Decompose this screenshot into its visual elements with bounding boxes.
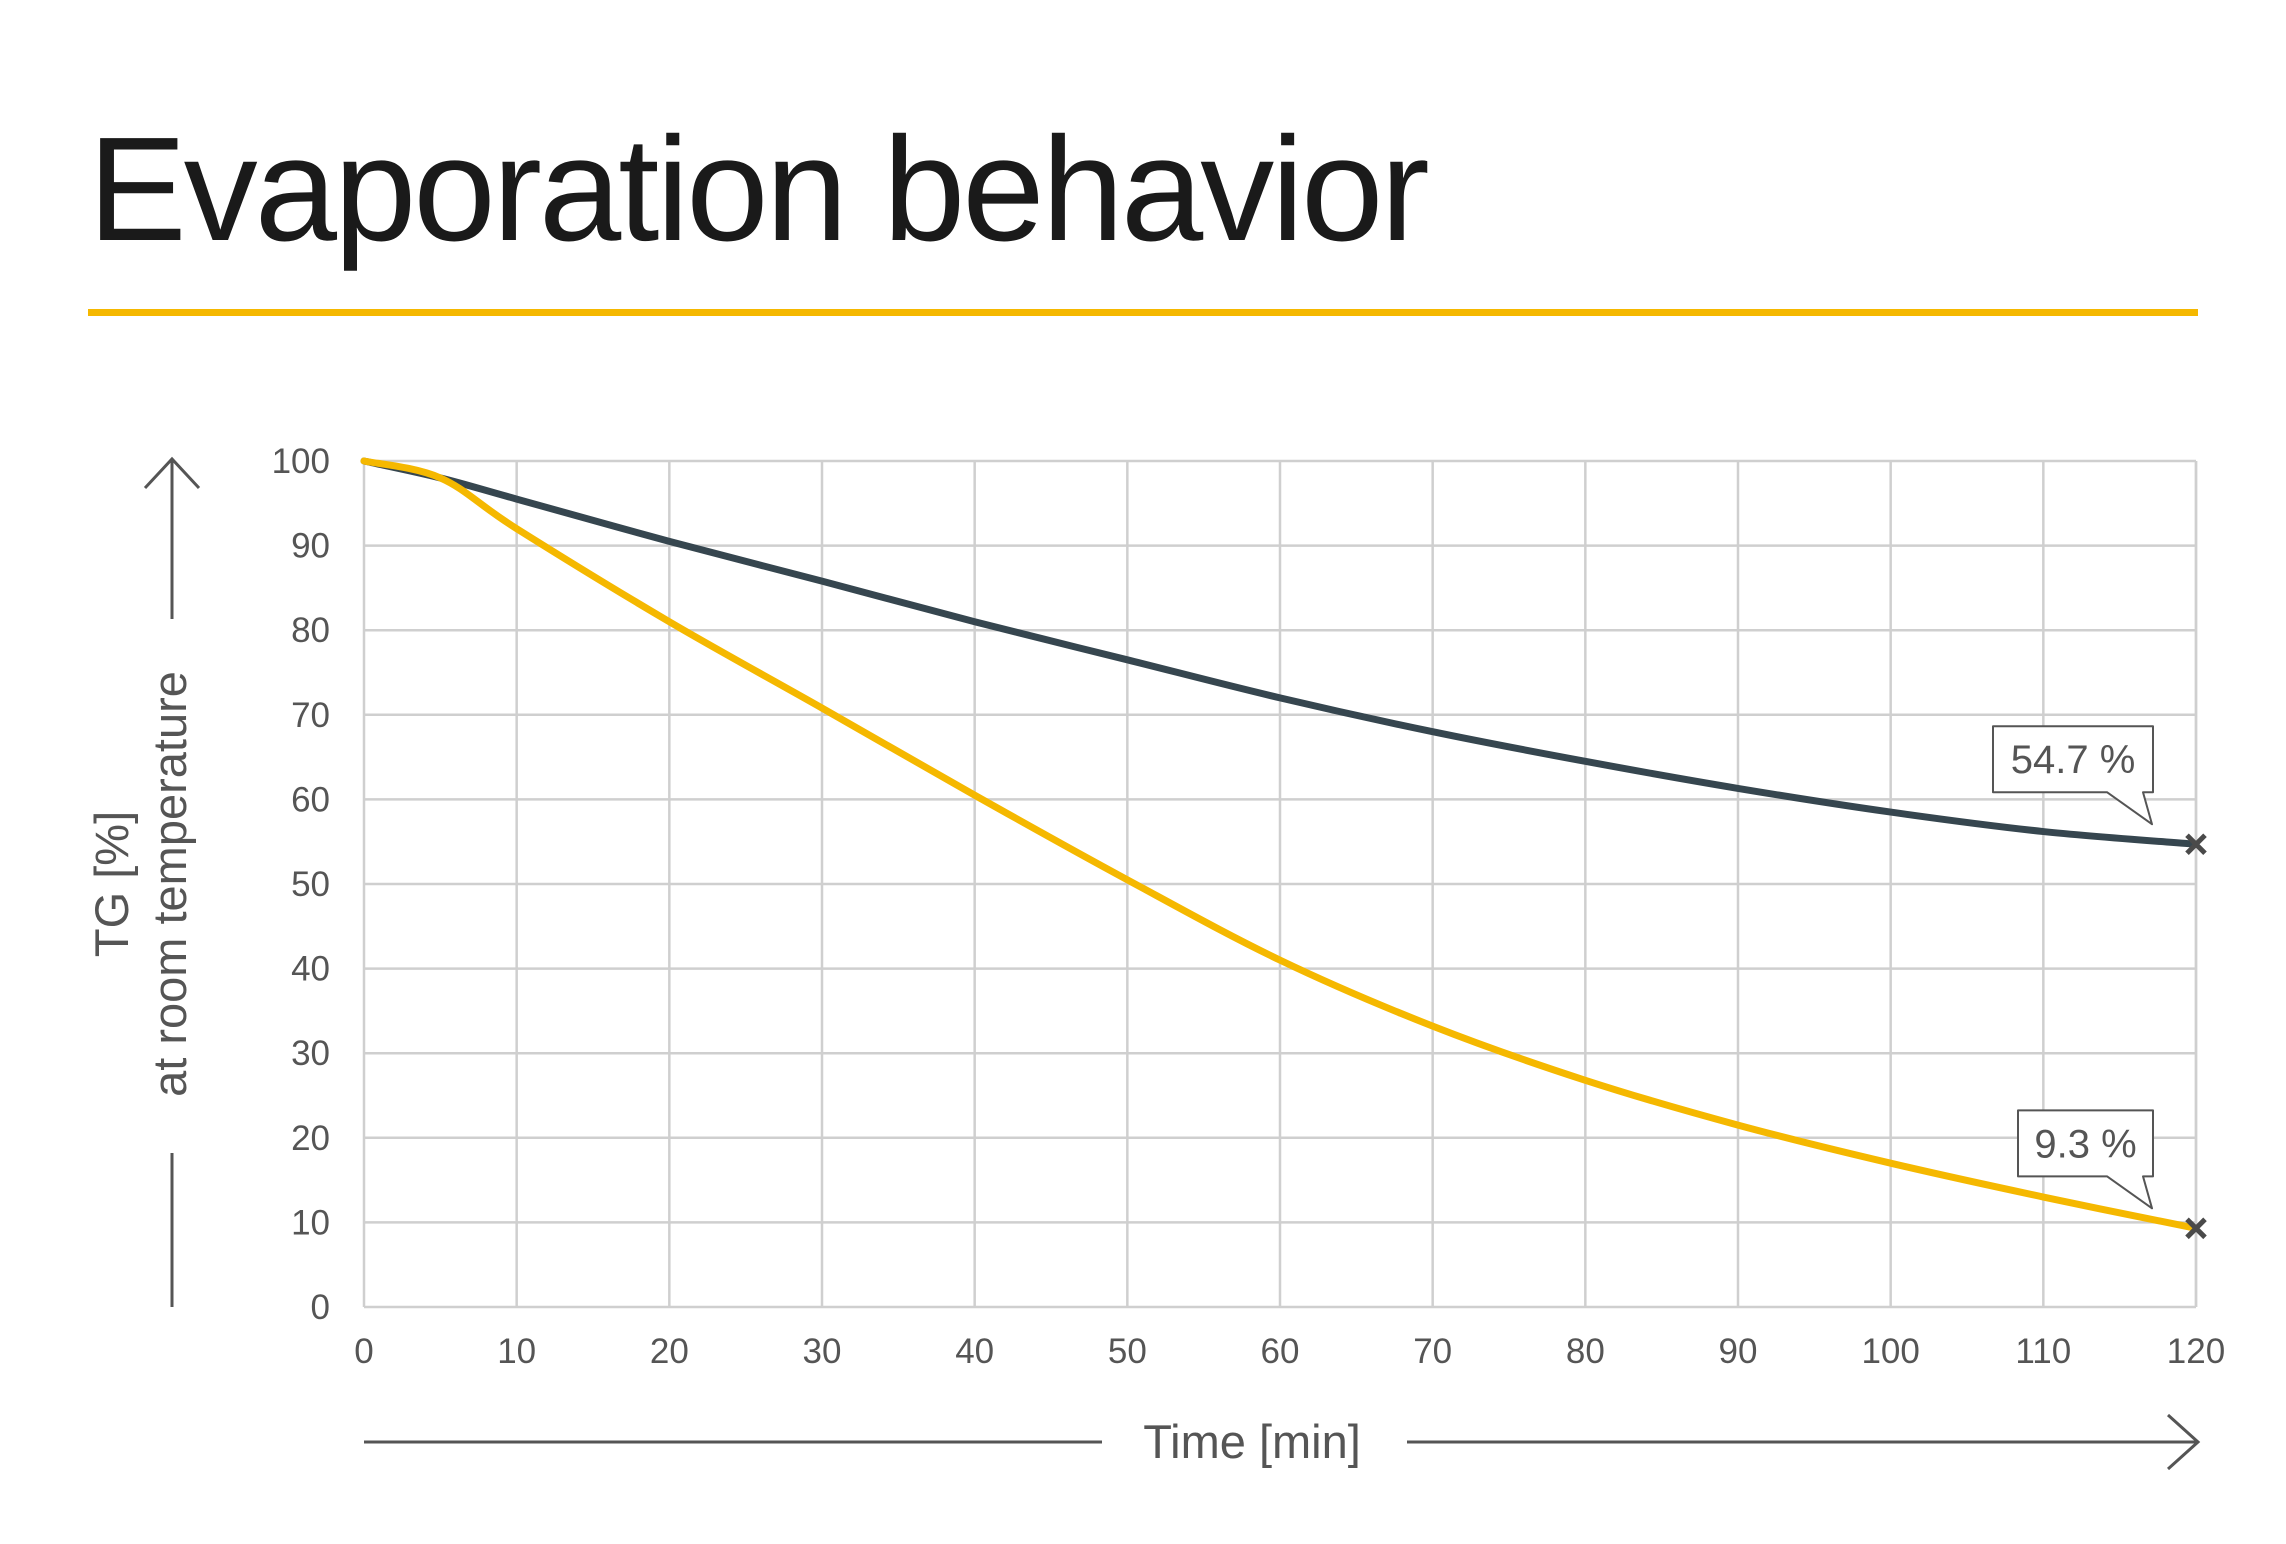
title-rule bbox=[88, 309, 2198, 316]
x-tick-label: 20 bbox=[650, 1332, 689, 1371]
y-tick-label: 100 bbox=[272, 442, 330, 481]
callout-box bbox=[2017, 1109, 2154, 1210]
y-tick-label: 0 bbox=[311, 1288, 330, 1327]
x-tick-label: 110 bbox=[2015, 1332, 2071, 1371]
tick-labels: 0 10 20 30 40 50 60 70 80 90 100 0 10 20 30 40 50 60 70 80 9… bbox=[272, 442, 2226, 1371]
y-tick-label: 90 bbox=[291, 527, 330, 566]
y-tick-label: 30 bbox=[291, 1034, 330, 1073]
x-arrow-head-icon bbox=[2166, 1413, 2201, 1471]
y-tick-label: 10 bbox=[291, 1203, 330, 1242]
callout-label: 54.7 % bbox=[2011, 738, 2136, 782]
y-axis-title-line2: at room temperature bbox=[143, 671, 196, 1097]
x-tick-label: 90 bbox=[1719, 1332, 1758, 1371]
y-tick-label: 20 bbox=[291, 1119, 330, 1158]
end-marker-x-icon bbox=[2185, 1217, 2207, 1240]
y-tick-label: 60 bbox=[291, 780, 330, 819]
callout-label: 9.3 % bbox=[2034, 1122, 2136, 1166]
x-tick-label: 50 bbox=[1108, 1332, 1147, 1371]
x-tick-label: 120 bbox=[2167, 1332, 2225, 1371]
x-tick-label: 40 bbox=[955, 1332, 994, 1371]
y-arrow-head-icon bbox=[143, 456, 201, 490]
grid bbox=[362, 459, 2198, 1309]
series-lines bbox=[360, 457, 2200, 1232]
y-tick-label: 50 bbox=[291, 865, 330, 904]
end-marker-x-icon bbox=[2185, 833, 2207, 856]
x-axis-title-group: Time [min] bbox=[364, 1413, 2201, 1471]
y-tick-label: 40 bbox=[291, 950, 330, 989]
x-tick-label: 100 bbox=[1861, 1332, 1919, 1371]
x-tick-label: 10 bbox=[497, 1332, 536, 1371]
end-markers: 54.7 % 9.3 % bbox=[1992, 725, 2207, 1240]
callout-box bbox=[1992, 725, 2154, 826]
x-tick-label: 60 bbox=[1261, 1332, 1300, 1371]
y-tick-label: 70 bbox=[291, 696, 330, 735]
series-line-0 bbox=[360, 457, 2200, 848]
y-axis-title: TG [%] at room temperature bbox=[85, 456, 201, 1307]
x-tick-label: 0 bbox=[354, 1332, 373, 1371]
y-tick-label: 80 bbox=[291, 611, 330, 650]
x-tick-label: 30 bbox=[803, 1332, 842, 1371]
series-line-1 bbox=[360, 457, 2200, 1232]
x-tick-label: 70 bbox=[1413, 1332, 1452, 1371]
x-axis-title: Time [min] bbox=[1143, 1415, 1361, 1468]
y-axis-title-line1: TG [%] bbox=[85, 811, 138, 957]
x-tick-label: 80 bbox=[1566, 1332, 1605, 1371]
chart-title: Evaporation behavior bbox=[88, 107, 1427, 272]
